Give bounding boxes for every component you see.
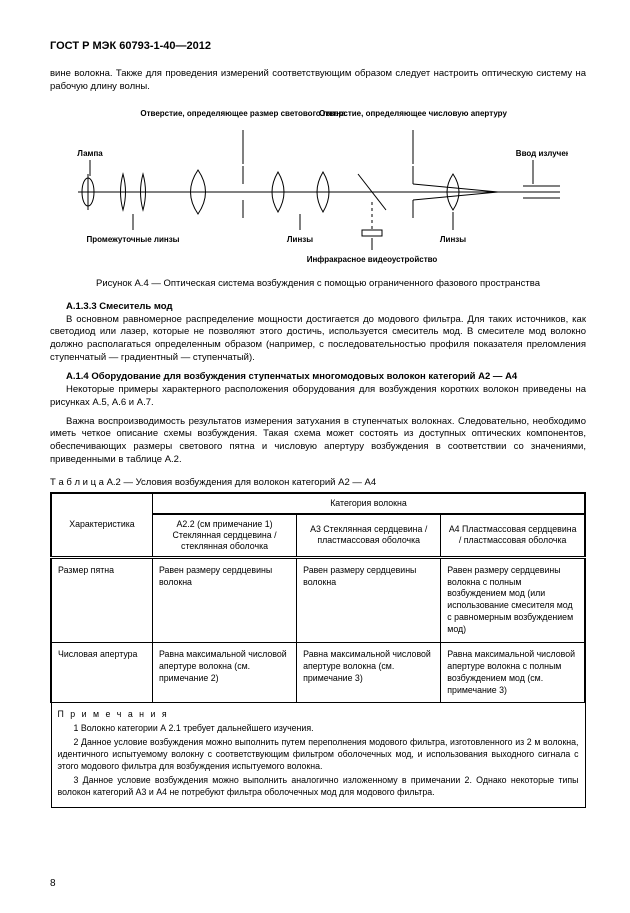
th-char: Характеристика	[51, 493, 152, 557]
para-a14-2: Важна воспроизводимость результатов изме…	[50, 416, 586, 467]
label-na-aperture-1: Отверстие, определяющее числовую апертур…	[319, 109, 507, 118]
cell-name-0: Размер пятна	[51, 557, 152, 642]
heading-a14: А.1.4 Оборудование для возбуждения ступе…	[50, 371, 586, 382]
note-1: 1 Волокно категории А 2.1 требует дальне…	[58, 723, 579, 735]
note-3: 3 Данное условие возбуждения можно выпол…	[58, 775, 579, 799]
table-row: Числовая апертура Равна максимальной чис…	[51, 642, 585, 703]
label-input-1: Ввод излучения	[516, 149, 568, 158]
table-notes-row: П р и м е ч а н и я 1 Волокно категории …	[51, 703, 585, 807]
cell-0-2: Равен размеру сердцевины волокна	[297, 557, 441, 642]
label-lenses2: Линзы	[440, 235, 466, 244]
para-a14-1: Некоторые примеры характерного расположе…	[50, 384, 586, 410]
label-lamp: Лампа	[77, 149, 103, 158]
cell-1-2: Равна максимальной числовой апертуре вол…	[297, 642, 441, 703]
cell-1-3: Равна максимальной числовой апертуре вол…	[441, 642, 585, 703]
intro-paragraph: вине волокна. Также для проведения измер…	[50, 68, 586, 94]
label-interlens-1: Промежуточные линзы	[86, 235, 179, 244]
table-a2: Характеристика Категория волокна A2.2 (с…	[50, 492, 586, 808]
document-page: ГОСТ Р МЭК 60793-1-40—2012 вине волокна.…	[0, 0, 630, 913]
table-row: Размер пятна Равен размеру сердцевины во…	[51, 557, 585, 642]
th-c2: A3 Стеклянная сердцевина / пластмассовая…	[297, 514, 441, 557]
notes-heading: П р и м е ч а н и я	[58, 709, 579, 721]
th-c1: A2.2 (см примечание 1) Стеклянная сердце…	[152, 514, 296, 557]
table-label: Т а б л и ц а А.2 — Условия возбуждения …	[50, 477, 586, 488]
label-ir-1: Инфракрасное видеоустройство	[307, 255, 438, 264]
page-header: ГОСТ Р МЭК 60793-1-40—2012	[50, 40, 586, 52]
cell-name-1: Числовая апертура	[51, 642, 152, 703]
para-a133: В основном равномерное распределение мощ…	[50, 314, 586, 365]
cell-0-3: Равен размеру сердцевины волокна с полны…	[441, 557, 585, 642]
heading-a133: А.1.3.3 Смеситель мод	[50, 301, 586, 312]
label-spot-aperture-1: Отверстие, определяющее размер светового…	[140, 109, 346, 118]
figure-a4: Лампа Отверстие, определяющее размер све…	[50, 102, 586, 272]
cell-0-1: Равен размеру сердцевины волокна	[152, 557, 296, 642]
optical-diagram-svg: Лампа Отверстие, определяющее размер све…	[68, 102, 568, 272]
cell-1-1: Равна максимальной числовой апертуре вол…	[152, 642, 296, 703]
th-c3: A4 Пластмассовая сердцевина / пластмассо…	[441, 514, 585, 557]
note-2: 2 Данное условие возбуждения можно выпол…	[58, 737, 579, 773]
figure-caption: Рисунок А.4 — Оптическая система возбужд…	[50, 278, 586, 289]
label-lenses1: Линзы	[287, 235, 313, 244]
page-number: 8	[50, 878, 56, 889]
th-category: Категория волокна	[152, 493, 585, 514]
